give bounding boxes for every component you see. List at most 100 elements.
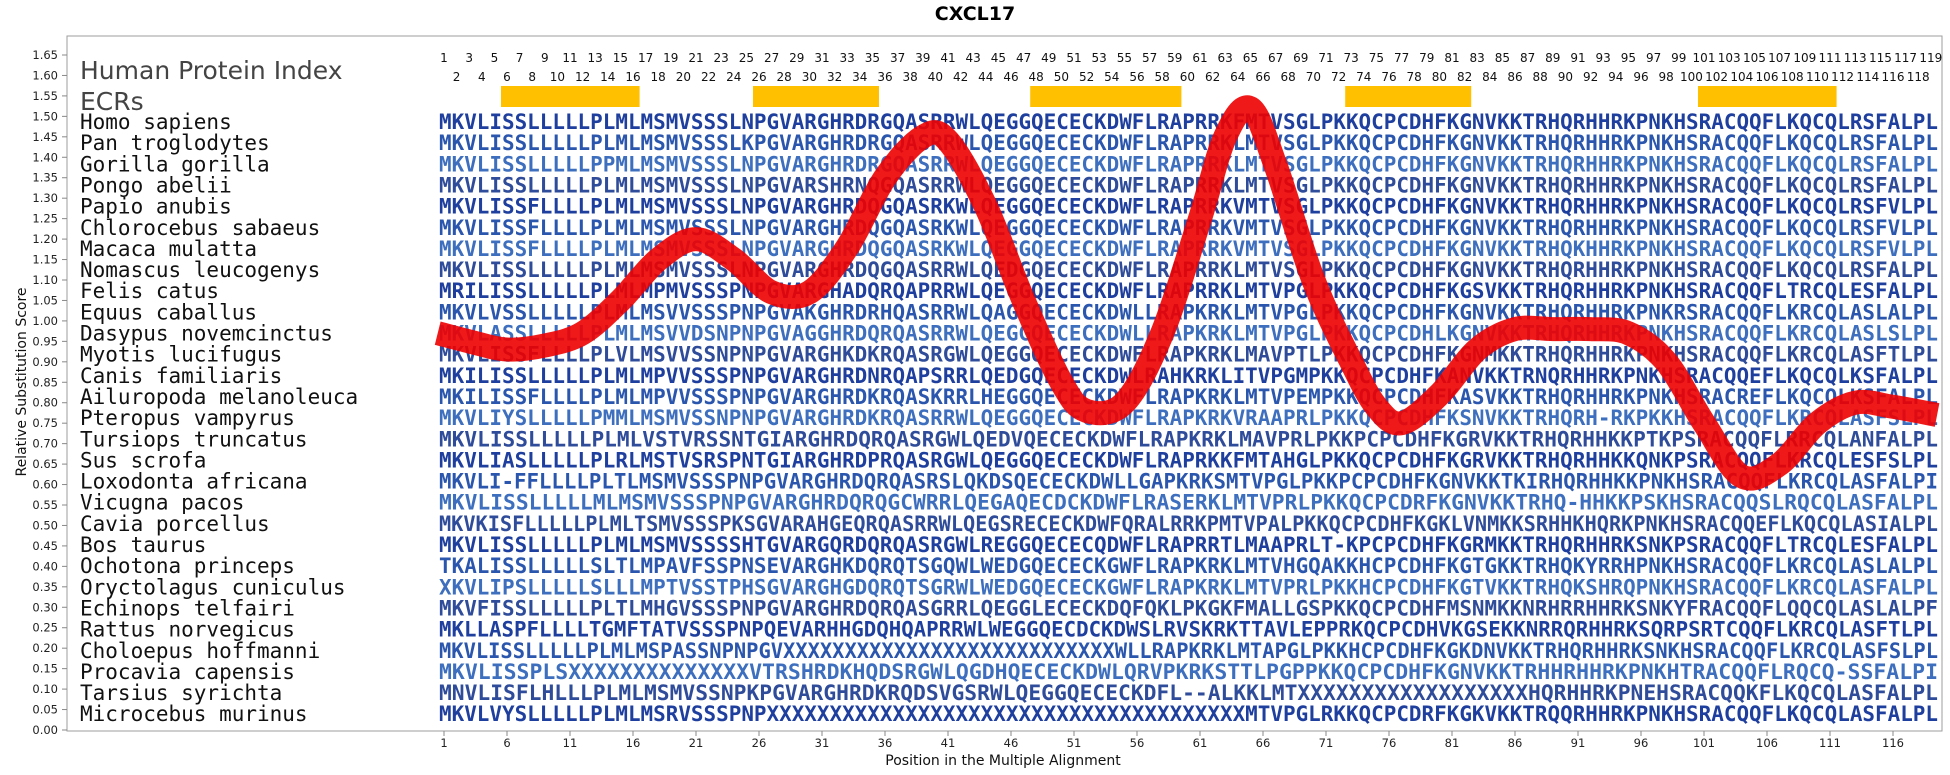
y-tick-label: 0.70 — [32, 437, 58, 451]
y-tick-label: 1.35 — [32, 171, 58, 185]
human-index-number: 89 — [1545, 51, 1560, 65]
human-index-number: 22 — [701, 70, 716, 84]
human-index-number: 87 — [1520, 51, 1535, 65]
human-index-number: 51 — [1066, 51, 1081, 65]
human-index-number: 28 — [777, 70, 792, 84]
human-index-number: 49 — [1041, 51, 1056, 65]
human-index-number: 33 — [840, 51, 855, 65]
human-index-number: 64 — [1230, 70, 1245, 84]
human-index-number: 6 — [503, 70, 511, 84]
human-index-number: 54 — [1104, 70, 1119, 84]
human-index-number: 1 — [440, 51, 448, 65]
human-index-number: 84 — [1482, 70, 1497, 84]
species-label: Felis catus — [80, 279, 219, 303]
species-label: Chlorocebus sabaeus — [80, 216, 320, 240]
human-index-number: 73 — [1344, 51, 1359, 65]
ecr-bar — [1345, 86, 1472, 107]
x-tick-label: 16 — [626, 736, 641, 750]
y-tick-label: 0.20 — [32, 641, 58, 655]
species-label: Oryctolagus cuniculus — [80, 575, 346, 599]
species-label: Canis familiaris — [80, 364, 282, 388]
species-label: Procavia capensis — [80, 660, 295, 684]
y-tick-label: 1.20 — [32, 232, 58, 246]
human-index-number: 25 — [739, 51, 754, 65]
human-index-number: 29 — [789, 51, 804, 65]
sequence-row: MKVLISSFLLLLPLMLMSMVSSSLNPGVARGHRDQGQASR… — [439, 195, 1938, 219]
species-label: Rattus norvegicus — [80, 618, 295, 642]
species-label: Pongo abelii — [80, 173, 232, 197]
x-tick-label: 11 — [563, 736, 578, 750]
human-index-number: 59 — [1167, 51, 1182, 65]
sequence-row: MKVLISSFLLLLPLVLMSVVSSNPNPGVARGHKDKRQASR… — [439, 343, 1938, 367]
human-index-number: 67 — [1268, 51, 1283, 65]
human-index-number: 26 — [751, 70, 766, 84]
ecr-bar — [1698, 86, 1837, 107]
human-index-number: 70 — [1306, 70, 1321, 84]
species-label: Sus scrofa — [80, 448, 206, 472]
human-index-number: 97 — [1646, 51, 1661, 65]
sequence-row: MKVLISSLLLLLMLMSMVSSSPNPGVARGHRDQRQGCWRR… — [439, 491, 1938, 515]
human-index-number: 104 — [1730, 70, 1753, 84]
y-tick-label: 1.45 — [32, 130, 58, 144]
species-label: Bos taurus — [80, 533, 206, 557]
substitution-score-line — [434, 95, 1940, 491]
y-tick-label: 0.45 — [32, 539, 58, 553]
x-tick-label: 106 — [1756, 736, 1778, 750]
human-index-number: 61 — [1192, 51, 1207, 65]
human-index-number: 62 — [1205, 70, 1220, 84]
human-index-number: 44 — [978, 70, 993, 84]
human-index-number: 90 — [1558, 70, 1573, 84]
human-index-number: 53 — [1092, 51, 1107, 65]
x-tick-label: 101 — [1693, 736, 1715, 750]
human-index-number: 68 — [1281, 70, 1296, 84]
x-axis-title: Position in the Multiple Alignment — [885, 753, 1121, 769]
human-index-number: 10 — [550, 70, 565, 84]
x-tick-label: 1 — [440, 736, 447, 750]
human-index-number: 38 — [903, 70, 918, 84]
human-index-number: 20 — [676, 70, 691, 84]
y-tick-label: 0.25 — [32, 621, 58, 635]
human-index-number: 112 — [1831, 70, 1854, 84]
y-axis-title: Relative Substitution Score — [14, 287, 30, 476]
human-index-number: 65 — [1243, 51, 1258, 65]
x-tick-label: 51 — [1067, 736, 1082, 750]
human-index-number: 47 — [1016, 51, 1031, 65]
human-index-number: 5 — [491, 51, 499, 65]
ecr-bar — [1030, 86, 1182, 107]
y-tick-label: 0.35 — [32, 580, 58, 594]
human-index-number: 83 — [1470, 51, 1485, 65]
sequence-row: XKVLIPSLLLLLSLLLMPTVSSTPHSGVARGHGDQRQTSG… — [439, 575, 1938, 599]
human-index-number: 71 — [1318, 51, 1333, 65]
y-tick-label: 0.50 — [32, 518, 58, 532]
sequence-row: MKVLISSLLLLLPLMLMSMVSSSLNPGVARGHRDRGQASR… — [439, 110, 1938, 134]
human-index-number: 91 — [1570, 51, 1585, 65]
x-tick-label: 36 — [878, 736, 893, 750]
species-label: Tarsius syrichta — [80, 681, 282, 705]
y-tick-label: 1.60 — [32, 68, 58, 82]
y-tick-label: 0.65 — [32, 457, 58, 471]
x-tick-label: 26 — [752, 736, 767, 750]
species-label: Dasypus novemcinctus — [80, 322, 333, 346]
human-index-number: 92 — [1583, 70, 1598, 84]
human-index-number: 18 — [651, 70, 666, 84]
human-index-number: 34 — [852, 70, 867, 84]
human-index-number: 19 — [663, 51, 678, 65]
human-index-number: 57 — [1142, 51, 1157, 65]
human-index-number: 4 — [478, 70, 486, 84]
human-index-number: 12 — [575, 70, 590, 84]
species-label: Myotis lucifugus — [80, 343, 282, 367]
sequence-row: MKVLISSLLLLLPLMLMSPASSNPNPGVXXXXXXXXXXXX… — [439, 639, 1938, 663]
sequence-row: MKVLISSLLLLLPLMLMSMVSSSLKPGVARGHRDRGQASR… — [439, 131, 1938, 155]
x-tick-label: 76 — [1382, 736, 1397, 750]
sequence-row: MKVLIASLLLLLPLRLMSTVSRSPNTGIARGHRDPRQASR… — [439, 448, 1938, 472]
sequence-row: MKVLISSLLLLLPLMLMSMVSSSLNPGVARSHRNQGQASR… — [439, 173, 1938, 197]
species-label: Ochotona princeps — [80, 554, 295, 578]
ecr-label: ECRs — [80, 87, 144, 116]
human-index-number: 27 — [764, 51, 779, 65]
human-index-number: 17 — [638, 51, 653, 65]
y-tick-label: 1.25 — [32, 212, 58, 226]
x-tick-label: 31 — [815, 736, 830, 750]
y-tick-label: 1.65 — [32, 48, 58, 62]
sequence-row: TKALISSLLLLLSLTLMPAVFSSPNSEVARGHKDQRQTSG… — [439, 554, 1938, 578]
human-index-number: 3 — [465, 51, 473, 65]
